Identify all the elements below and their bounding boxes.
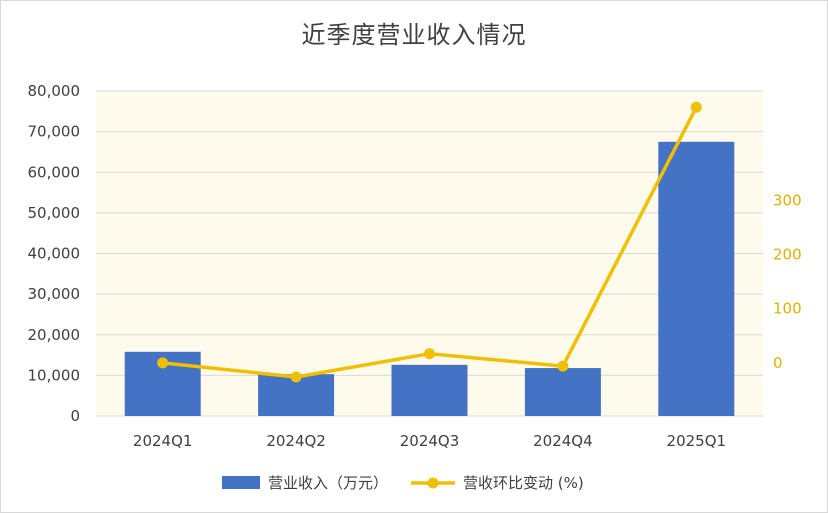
line-point [424,348,435,360]
chart-title: 近季度营业收入情况 [301,21,527,49]
x-tick-label: 2024Q2 [266,432,326,450]
y-left-tick-label: 0 [70,407,80,425]
x-tick-label: 2025Q1 [667,432,727,450]
y-left-tick-label: 80,000 [28,82,81,100]
bar [391,364,468,416]
legend-marker-line [427,477,439,489]
y-right-tick-label: 0 [773,354,783,372]
y-left-tick-label: 70,000 [28,123,81,141]
bar [524,368,601,416]
y-left-tick-label: 50,000 [28,204,81,222]
x-tick-label: 2024Q4 [533,432,593,450]
y-right-tick-label: 100 [773,300,802,318]
line-point [290,371,302,383]
line-point [690,101,702,113]
y-right-tick-label: 300 [773,191,802,209]
y-left-tick-label: 10,000 [28,366,81,384]
legend-label-line: 营收环比变动 (%) [463,474,584,492]
y-left-tick-label: 40,000 [28,245,81,263]
legend-label-bar: 营业收入（万元） [268,474,388,492]
legend-swatch-bar [222,476,260,489]
y-left-tick-label: 20,000 [28,326,81,344]
bar [658,141,735,416]
line-point [557,360,569,372]
x-tick-label: 2024Q3 [400,432,460,450]
x-tick-label: 2024Q1 [133,432,193,450]
y-left-tick-label: 30,000 [28,285,81,303]
y-right-tick-label: 200 [773,246,802,264]
line-point [157,357,169,369]
y-left-tick-label: 60,000 [28,163,81,181]
